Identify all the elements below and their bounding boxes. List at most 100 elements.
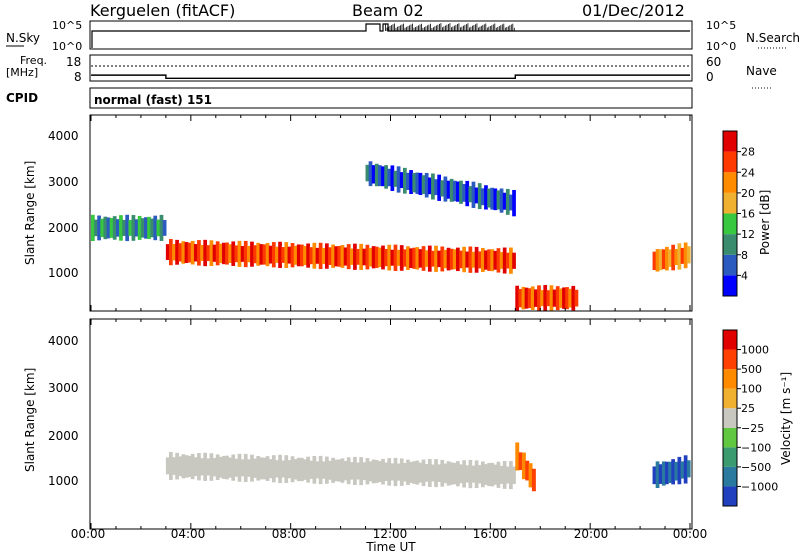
velocity-cell xyxy=(181,454,186,479)
nave-tick-top: 60 xyxy=(706,55,721,69)
power-cell xyxy=(262,244,267,265)
velocity-cell xyxy=(434,459,438,488)
velocity-cell xyxy=(468,459,473,489)
time-tick-2400: 00:00 xyxy=(673,527,708,541)
freq-tick-bottom: 8 xyxy=(74,70,82,84)
power-cell xyxy=(175,239,179,265)
cpid-label: CPID xyxy=(6,91,38,105)
velocity-cell xyxy=(281,460,286,478)
power-cell xyxy=(406,172,410,190)
velocity-cell xyxy=(680,461,685,479)
velocity-cell xyxy=(278,454,282,484)
power-cell xyxy=(427,245,432,272)
velocity-cell xyxy=(343,460,348,481)
power-cell xyxy=(406,246,410,270)
velocity-cell xyxy=(658,464,663,484)
power-cell xyxy=(300,244,304,267)
velocity-cell xyxy=(362,462,367,481)
power-cell xyxy=(521,286,526,310)
velocity-cell xyxy=(178,456,183,477)
velocity-cell xyxy=(250,454,254,482)
power-cell xyxy=(172,243,176,261)
velocity-cell xyxy=(437,464,442,482)
power-colorbar-tick-label: 4 xyxy=(741,269,748,282)
power-cell xyxy=(287,246,292,264)
power-cell xyxy=(384,248,388,267)
power-cell xyxy=(106,217,111,239)
power-cell xyxy=(228,244,232,264)
power-cell xyxy=(381,245,385,270)
power-cell xyxy=(402,167,407,194)
power-cell xyxy=(671,244,676,271)
power-cell xyxy=(209,240,214,267)
velocity-cell xyxy=(449,462,454,485)
power-cell xyxy=(346,244,351,270)
power-cell xyxy=(374,163,379,187)
velocity-cell xyxy=(368,461,373,482)
power-cell xyxy=(431,250,435,267)
velocity-cell xyxy=(509,461,513,490)
nsearch-tick-bottom: 10^0 xyxy=(706,40,736,53)
power-colorbar-swatch xyxy=(723,131,737,152)
power-colorbar-swatch xyxy=(723,151,737,173)
time-tick-1200: 12:00 xyxy=(373,527,408,541)
power-cell xyxy=(309,247,314,265)
velocity-cell xyxy=(431,464,435,482)
power-cell xyxy=(268,245,273,264)
velocity-cell xyxy=(665,461,669,485)
velocity-cell xyxy=(487,462,491,487)
power-cell xyxy=(356,248,360,265)
power-cell xyxy=(318,242,323,270)
power-cell xyxy=(484,185,488,210)
velocity-cell xyxy=(459,464,463,484)
power-cell xyxy=(462,246,466,273)
velocity-cell xyxy=(349,462,354,480)
power-cell xyxy=(290,243,295,268)
velocity-colorbar-frame xyxy=(722,329,738,507)
nsky-tick-top: 10^5 xyxy=(52,19,82,32)
power-cell xyxy=(231,241,236,266)
velocity-cell xyxy=(222,455,226,479)
velocity-cell xyxy=(275,460,279,478)
power-cell xyxy=(418,172,423,195)
nsky-label: N.Sky xyxy=(6,31,40,45)
velocity-ytick-4000: 4000 xyxy=(48,334,79,348)
power-cell xyxy=(505,252,510,269)
power-cell xyxy=(574,289,579,307)
power-cell xyxy=(484,250,488,270)
velocity-cell xyxy=(531,468,536,492)
velocity-colorbar-label: Velocity [m s⁻¹] xyxy=(779,372,793,465)
power-cell xyxy=(365,164,370,182)
power-colorbar-swatch xyxy=(723,234,737,255)
power-colorbar-tick-label: 8 xyxy=(741,249,748,262)
power-colorbar-swatch xyxy=(723,213,737,235)
velocity-cell xyxy=(359,457,364,486)
power-cell xyxy=(421,175,426,194)
velocity-cell xyxy=(290,456,295,483)
nsky-spikes xyxy=(385,23,515,31)
power-cell xyxy=(147,216,151,239)
power-cell xyxy=(402,249,407,267)
velocity-cell xyxy=(418,462,423,483)
velocity-colorbar-tick-label: −25 xyxy=(741,422,764,435)
velocity-cell xyxy=(353,456,357,485)
power-cell xyxy=(328,247,332,265)
power-cell xyxy=(683,242,688,269)
velocity-cell xyxy=(331,457,335,483)
power-cell xyxy=(165,244,170,260)
velocity-cell xyxy=(209,453,214,481)
power-cell xyxy=(496,190,501,210)
power-cell xyxy=(493,250,498,270)
power-frame xyxy=(89,114,693,312)
velocity-cell xyxy=(168,451,173,480)
velocity-cell xyxy=(212,457,217,477)
power-cell xyxy=(652,251,657,271)
velocity-colorbar-swatch xyxy=(723,388,737,409)
power-cell xyxy=(449,178,454,202)
date-title: 01/Dec/2012 xyxy=(582,1,685,20)
power-cell xyxy=(112,216,117,240)
power-cell xyxy=(474,187,479,204)
velocity-cell xyxy=(259,457,264,480)
velocity-cell xyxy=(446,461,451,486)
